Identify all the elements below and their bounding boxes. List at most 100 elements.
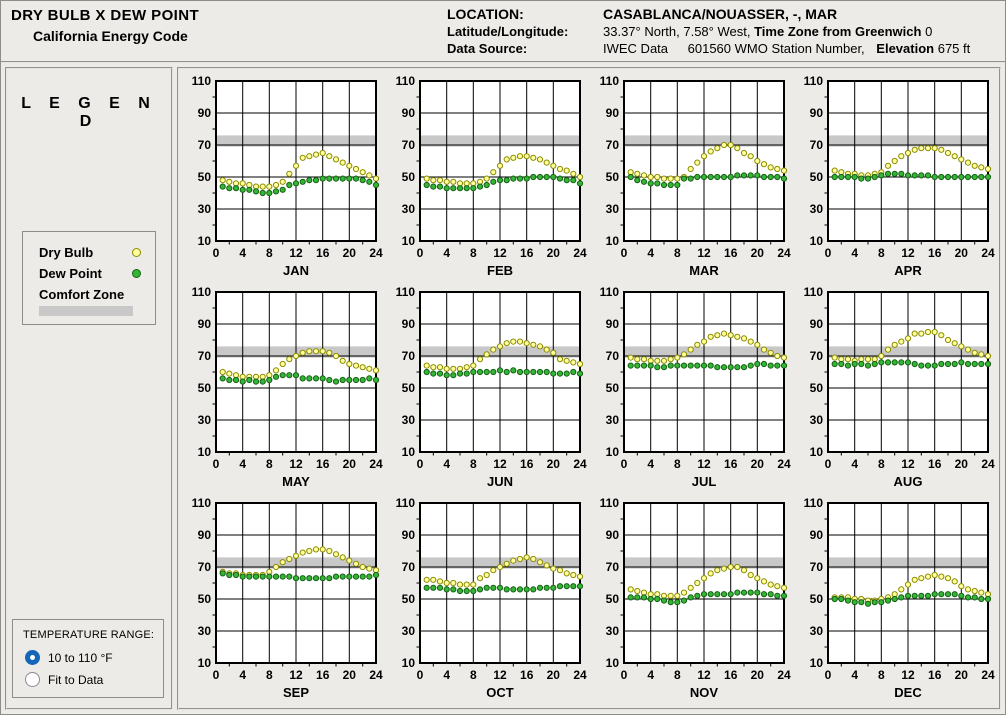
svg-text:16: 16 <box>928 246 942 260</box>
charts-grid: 110 90 70 50 30 10 0 4 8 12 16 20 24 JAN 110 90 70 50 30 10… <box>179 69 999 708</box>
temp-range-option-1[interactable]: Fit to Data <box>25 672 155 687</box>
svg-text:4: 4 <box>647 457 654 471</box>
svg-text:110: 110 <box>600 75 620 88</box>
radio-selected-icon[interactable] <box>25 650 40 665</box>
svg-text:24: 24 <box>573 668 587 682</box>
svg-text:10: 10 <box>198 234 212 248</box>
svg-text:24: 24 <box>777 246 791 260</box>
dew-point-label: Dew Point <box>39 266 102 281</box>
svg-text:12: 12 <box>697 668 711 682</box>
svg-text:4: 4 <box>647 668 654 682</box>
svg-text:10: 10 <box>198 656 212 670</box>
svg-text:10: 10 <box>810 445 824 459</box>
svg-text:8: 8 <box>266 246 273 260</box>
temp-range-option-0[interactable]: 10 to 110 °F <box>25 650 155 665</box>
svg-text:8: 8 <box>266 457 273 471</box>
header-title-block: DRY BULB X DEW POINT California Energy C… <box>9 6 447 58</box>
svg-text:8: 8 <box>470 246 477 260</box>
timezone-label: Time Zone from Greenwich <box>754 24 922 39</box>
page-title: DRY BULB X DEW POINT <box>11 7 200 24</box>
svg-text:110: 110 <box>396 286 416 299</box>
svg-text:20: 20 <box>955 457 969 471</box>
svg-text:30: 30 <box>810 202 824 216</box>
svg-text:0: 0 <box>621 668 628 682</box>
svg-text:0: 0 <box>621 246 628 260</box>
radio-unselected-icon[interactable] <box>25 672 40 687</box>
svg-text:8: 8 <box>470 668 477 682</box>
svg-text:70: 70 <box>198 349 212 363</box>
svg-text:12: 12 <box>901 668 915 682</box>
svg-text:10: 10 <box>402 445 416 459</box>
svg-text:90: 90 <box>606 528 620 542</box>
svg-text:12: 12 <box>901 457 915 471</box>
month-chart-sep: 110 90 70 50 30 10 0 4 8 12 16 20 24 SEP <box>184 497 386 708</box>
svg-text:24: 24 <box>369 246 383 260</box>
month-chart-nov: 110 90 70 50 30 10 0 4 8 12 16 20 24 NOV <box>592 497 794 708</box>
svg-text:110: 110 <box>192 75 212 88</box>
svg-text:4: 4 <box>239 668 246 682</box>
dry-bulb-label: Dry Bulb <box>39 245 94 260</box>
svg-text:16: 16 <box>520 668 534 682</box>
svg-text:24: 24 <box>369 668 383 682</box>
svg-text:70: 70 <box>402 138 416 152</box>
svg-text:0: 0 <box>417 457 424 471</box>
svg-text:JUN: JUN <box>487 474 513 489</box>
timezone-value: 0 <box>925 24 933 39</box>
svg-text:16: 16 <box>928 457 942 471</box>
svg-text:20: 20 <box>955 668 969 682</box>
svg-text:20: 20 <box>547 668 561 682</box>
charts-panel: 110 90 70 50 30 10 0 4 8 12 16 20 24 JAN 110 90 70 50 30 10… <box>177 67 1001 710</box>
svg-text:12: 12 <box>289 668 303 682</box>
svg-text:50: 50 <box>198 170 212 184</box>
svg-text:24: 24 <box>369 457 383 471</box>
svg-text:90: 90 <box>606 317 620 331</box>
svg-text:20: 20 <box>547 246 561 260</box>
svg-text:4: 4 <box>647 246 654 260</box>
svg-text:50: 50 <box>606 592 620 606</box>
chart-svg-sep: 110 90 70 50 30 100 4 8 12 16 20 24 SEP <box>192 497 383 700</box>
svg-text:70: 70 <box>198 560 212 574</box>
svg-text:AUG: AUG <box>894 474 923 489</box>
datasource-value: IWEC Data 601560 WMO Station Number, Ele… <box>603 41 971 56</box>
svg-text:90: 90 <box>402 106 416 120</box>
svg-text:10: 10 <box>402 656 416 670</box>
svg-text:8: 8 <box>878 668 885 682</box>
svg-text:20: 20 <box>343 668 357 682</box>
svg-text:50: 50 <box>198 381 212 395</box>
svg-text:90: 90 <box>198 528 212 542</box>
svg-text:30: 30 <box>810 413 824 427</box>
chart-svg-jan: 110 90 70 50 30 100 4 8 12 16 20 24 JAN <box>192 75 383 278</box>
month-chart-jul: 110 90 70 50 30 10 0 4 8 12 16 20 24 JUL <box>592 286 794 497</box>
svg-text:16: 16 <box>724 457 738 471</box>
datasource-label: Data Source: <box>447 41 528 56</box>
svg-text:70: 70 <box>606 560 620 574</box>
svg-text:50: 50 <box>402 381 416 395</box>
svg-text:0: 0 <box>213 246 220 260</box>
svg-text:16: 16 <box>928 668 942 682</box>
svg-text:90: 90 <box>810 317 824 331</box>
legend-panel: L E G E N D Dry Bulb Dew Point Comfort Z… <box>5 67 173 710</box>
svg-text:24: 24 <box>981 457 995 471</box>
elevation-value: 675 ft <box>937 41 971 56</box>
station-value: 601560 WMO Station Number, <box>687 41 865 56</box>
svg-text:24: 24 <box>777 457 791 471</box>
svg-text:JAN: JAN <box>283 263 309 278</box>
svg-text:30: 30 <box>810 624 824 638</box>
month-chart-mar: 110 90 70 50 30 10 0 4 8 12 16 20 24 MAR <box>592 75 794 286</box>
latlong-value: 33.37° North, 7.58° West, Time Zone from… <box>603 24 933 39</box>
svg-text:10: 10 <box>606 234 620 248</box>
latlong-label: Latitude/Longitude: <box>447 24 569 39</box>
svg-text:50: 50 <box>402 592 416 606</box>
legend-item-dry-bulb: Dry Bulb <box>23 242 155 263</box>
svg-text:4: 4 <box>239 246 246 260</box>
svg-text:20: 20 <box>343 246 357 260</box>
month-chart-dec: 110 90 70 50 30 10 0 4 8 12 16 20 24 DEC <box>796 497 998 708</box>
svg-text:30: 30 <box>198 202 212 216</box>
svg-text:16: 16 <box>520 457 534 471</box>
svg-text:8: 8 <box>674 668 681 682</box>
svg-text:110: 110 <box>804 286 824 299</box>
svg-text:MAR: MAR <box>689 263 719 278</box>
comfort-zone-swatch-icon <box>39 306 133 316</box>
svg-text:0: 0 <box>825 668 832 682</box>
svg-text:16: 16 <box>316 246 330 260</box>
